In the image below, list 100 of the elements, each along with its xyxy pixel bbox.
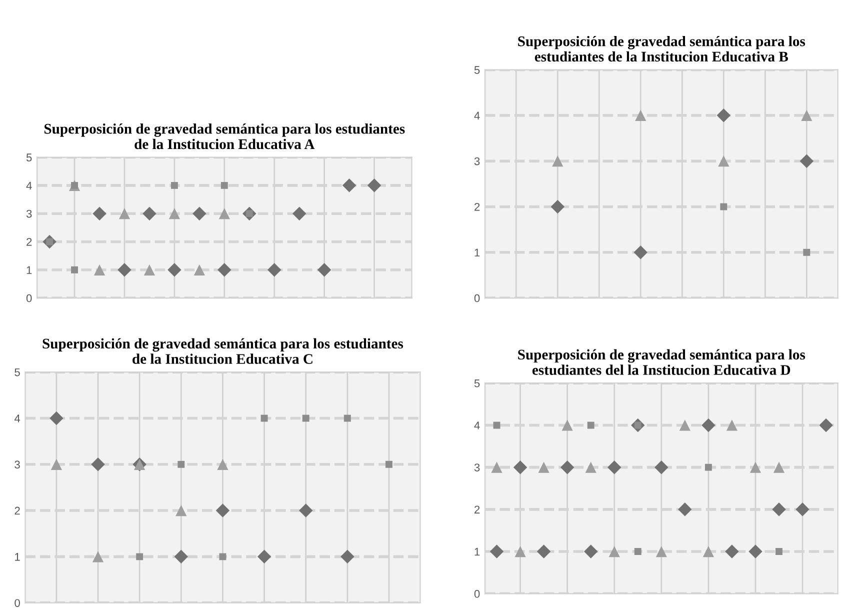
point <box>801 110 812 121</box>
point <box>491 462 502 473</box>
point <box>773 462 785 473</box>
point <box>142 206 156 220</box>
point <box>702 546 714 558</box>
point <box>118 208 130 220</box>
point <box>178 460 185 468</box>
point <box>50 458 62 470</box>
y-tick-label: 5 <box>26 154 32 162</box>
y-tick-label: 0 <box>26 294 32 302</box>
point <box>218 263 232 277</box>
point <box>92 206 106 220</box>
y-tick-label: 4 <box>474 422 480 430</box>
point <box>550 200 564 214</box>
point <box>536 544 551 558</box>
y-tick-label: 2 <box>14 506 20 515</box>
y-tick-label: 3 <box>14 460 20 469</box>
chart-title: Superposición de gravedad semántica para los estudiantes del la Institucion Educativa D <box>518 349 806 375</box>
point <box>340 550 354 564</box>
chart-title: Superposición de gravedad semántica para los estudiantes de la Institucion Educativa C <box>42 338 404 364</box>
y-tick-label: 2 <box>474 506 480 514</box>
point <box>136 553 144 560</box>
point <box>819 418 833 432</box>
point <box>267 263 282 277</box>
point <box>635 110 646 121</box>
y-tick-label: 4 <box>26 182 32 190</box>
point <box>386 460 392 468</box>
point <box>772 502 786 516</box>
y-tick-label: 1 <box>474 248 480 256</box>
point <box>218 208 230 220</box>
point <box>168 208 180 220</box>
point <box>220 182 228 189</box>
point <box>170 182 178 189</box>
y-tick-label: 0 <box>474 590 480 598</box>
point <box>716 108 731 122</box>
chart-title: Superposición de gravedad semántica para los estudiantes de la Institucion Educativa A <box>44 123 405 150</box>
point <box>679 420 690 431</box>
point <box>192 206 206 220</box>
point <box>702 418 716 432</box>
point <box>704 464 712 471</box>
point <box>94 264 106 276</box>
point <box>219 553 226 560</box>
y-tick-label: 2 <box>26 238 32 246</box>
y-tick-label: 5 <box>474 379 480 388</box>
point <box>71 266 78 274</box>
point <box>91 458 105 472</box>
point <box>562 420 573 431</box>
point <box>344 414 351 422</box>
y-tick-label: 2 <box>474 203 480 211</box>
point <box>796 502 810 516</box>
y-tick-label: 5 <box>474 66 480 74</box>
point <box>168 263 182 277</box>
y-tick-label: 1 <box>474 548 480 556</box>
point <box>194 264 205 276</box>
point <box>560 460 574 474</box>
point <box>608 546 620 558</box>
y-tick-label: 0 <box>14 599 20 607</box>
point <box>514 546 526 558</box>
point <box>654 460 668 474</box>
point <box>748 544 762 558</box>
point <box>92 551 104 562</box>
point <box>513 460 528 474</box>
point <box>317 263 332 277</box>
point <box>176 504 187 516</box>
point <box>216 504 230 518</box>
point <box>174 550 188 564</box>
point <box>493 422 500 429</box>
point <box>538 462 550 473</box>
point <box>800 154 814 168</box>
y-tick-label: 3 <box>474 157 480 166</box>
y-tick-label: 3 <box>26 210 32 218</box>
point <box>490 544 504 558</box>
point <box>725 544 739 558</box>
point <box>302 414 310 422</box>
point <box>607 460 622 474</box>
point <box>342 178 356 192</box>
point <box>634 246 648 260</box>
point <box>584 544 598 558</box>
point <box>298 504 313 518</box>
point <box>776 548 782 556</box>
y-tick-label: 0 <box>474 294 480 302</box>
point <box>656 546 667 558</box>
point <box>718 156 730 167</box>
y-tick-label: 5 <box>14 368 20 376</box>
point <box>50 411 64 426</box>
y-tick-label: 3 <box>474 464 480 472</box>
point <box>750 462 762 473</box>
point <box>292 206 306 220</box>
point <box>257 550 272 564</box>
chart-title: Superposición de gravedad semántica para los estudiantes de la Institucion Educativa B <box>518 36 806 62</box>
y-tick-label: 1 <box>15 553 20 561</box>
y-tick-label: 1 <box>26 266 32 274</box>
point <box>144 264 156 276</box>
point <box>678 502 692 516</box>
point <box>217 458 228 470</box>
point <box>634 548 642 556</box>
point <box>367 178 382 192</box>
y-tick-label: 4 <box>14 414 20 422</box>
point <box>118 263 132 277</box>
point <box>552 156 564 167</box>
